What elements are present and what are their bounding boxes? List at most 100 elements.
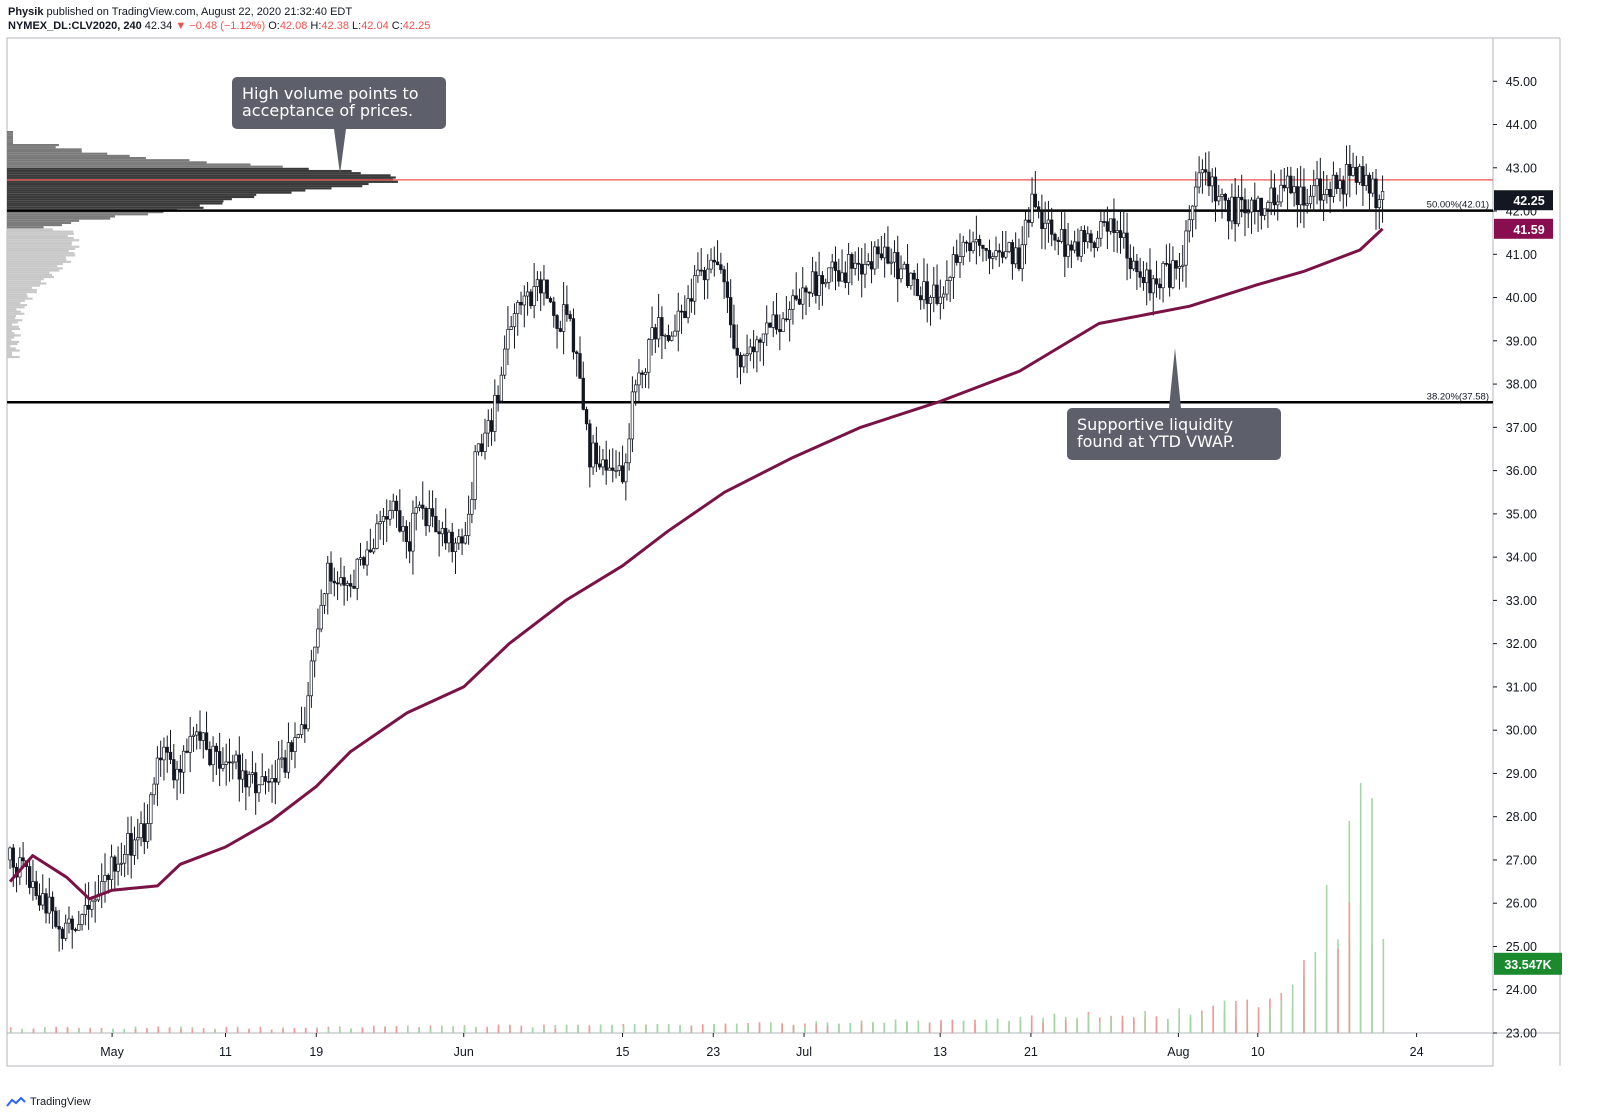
candle-body xyxy=(1066,244,1070,257)
volume-bar xyxy=(395,1026,398,1033)
volume-profile-bar xyxy=(7,135,13,138)
candle-body xyxy=(919,295,923,301)
candle-body xyxy=(1194,186,1198,207)
candle-body xyxy=(984,248,988,251)
candle-body xyxy=(575,351,579,354)
candle-body xyxy=(892,252,897,263)
candle-body xyxy=(738,354,743,368)
volume-profile-bar xyxy=(7,258,67,261)
candle-body xyxy=(552,301,556,316)
candle-body xyxy=(781,318,785,332)
candle-body xyxy=(211,745,215,766)
candle-body xyxy=(1089,233,1093,244)
candle-body xyxy=(244,770,248,788)
candle-body xyxy=(846,254,851,283)
volume-bar xyxy=(407,1028,409,1033)
volume-profile-bar xyxy=(7,187,332,190)
candle-body xyxy=(1131,260,1136,270)
callout-text-line: Supportive liquidity xyxy=(1077,415,1233,434)
candle-body xyxy=(1167,263,1172,288)
volume-bar xyxy=(157,1028,160,1033)
volume-profile-bar xyxy=(7,211,164,214)
x-tick-label: 11 xyxy=(219,1045,232,1059)
candle-body xyxy=(660,317,664,337)
volume-profile-bar xyxy=(7,185,363,188)
candle-body xyxy=(751,346,756,353)
candle-body xyxy=(1056,239,1060,242)
volume-profile-bar xyxy=(7,174,391,177)
candle-body xyxy=(974,238,979,243)
candle-body xyxy=(630,391,635,440)
candle-body xyxy=(421,504,425,509)
volume-bar xyxy=(89,1028,92,1033)
candle-body xyxy=(401,526,405,532)
candle-body xyxy=(1154,278,1159,285)
volume-bar xyxy=(32,1029,35,1033)
candle-body xyxy=(1030,193,1034,223)
candle-body xyxy=(941,293,946,298)
tradingview-logo[interactable]: TradingView xyxy=(6,1096,91,1108)
y-tick-label: 38.00 xyxy=(1506,378,1537,392)
candle-body xyxy=(450,531,454,553)
volume-bar xyxy=(1053,1013,1056,1033)
candle-body xyxy=(719,264,723,271)
badge-label: 41.59 xyxy=(1513,223,1544,237)
candle-body xyxy=(316,628,320,648)
candle-body xyxy=(466,513,471,536)
candle-body xyxy=(797,298,802,305)
volume-bar xyxy=(656,1025,659,1033)
volume-bar xyxy=(441,1027,443,1033)
candle-body xyxy=(653,327,657,340)
candle-body xyxy=(28,866,32,888)
vwap-price-badge: 41.59 xyxy=(1494,218,1553,239)
candle-body xyxy=(945,280,949,295)
volume-bar xyxy=(883,1022,886,1033)
candle-body xyxy=(624,462,628,483)
candle-body xyxy=(234,754,238,763)
candle-body xyxy=(339,577,343,585)
candle-body xyxy=(371,548,376,553)
volume-bar xyxy=(906,1023,908,1033)
candle-body xyxy=(1004,251,1008,258)
candle-body xyxy=(955,254,959,263)
candle-body xyxy=(922,281,926,301)
candle-body xyxy=(1367,174,1372,194)
volume-profile-bar xyxy=(7,206,204,209)
candle-body xyxy=(925,281,929,304)
x-tick-label: 21 xyxy=(1024,1045,1038,1059)
candle-body xyxy=(905,263,910,287)
x-tick-label: 23 xyxy=(706,1045,720,1059)
candle-body xyxy=(152,783,156,796)
candle-body xyxy=(634,384,638,393)
candle-body xyxy=(8,847,12,861)
volume-bar xyxy=(304,1029,307,1033)
volume-bar xyxy=(361,1027,364,1033)
volume-bar xyxy=(1201,1014,1203,1033)
volume-profile-bar xyxy=(7,146,56,149)
candle-body xyxy=(843,272,847,283)
candle-body xyxy=(1151,278,1155,294)
volume-profile-bar xyxy=(7,299,25,302)
candle-body xyxy=(689,298,694,302)
candle-body xyxy=(522,295,526,306)
candle-body xyxy=(1315,178,1319,187)
candle-body xyxy=(430,508,435,517)
candle-body xyxy=(299,724,304,735)
y-tick-label: 39.00 xyxy=(1506,334,1537,348)
candle-body xyxy=(73,929,78,931)
y-tick-label: 29.00 xyxy=(1506,767,1537,781)
candle-body xyxy=(1374,178,1378,208)
volume-bar xyxy=(633,1027,636,1033)
candle-body xyxy=(1046,219,1051,224)
volume-bar xyxy=(577,1024,579,1033)
volume-bar xyxy=(554,1028,557,1033)
volume-bar xyxy=(214,1029,216,1033)
y-tick-label: 26.00 xyxy=(1506,897,1537,911)
candle-body xyxy=(647,339,651,373)
candle-body xyxy=(139,823,143,839)
volume-bar xyxy=(1291,1006,1294,1033)
candle-body xyxy=(349,583,353,587)
y-tick-label: 36.00 xyxy=(1506,464,1537,478)
volume-profile-bar xyxy=(7,172,361,175)
